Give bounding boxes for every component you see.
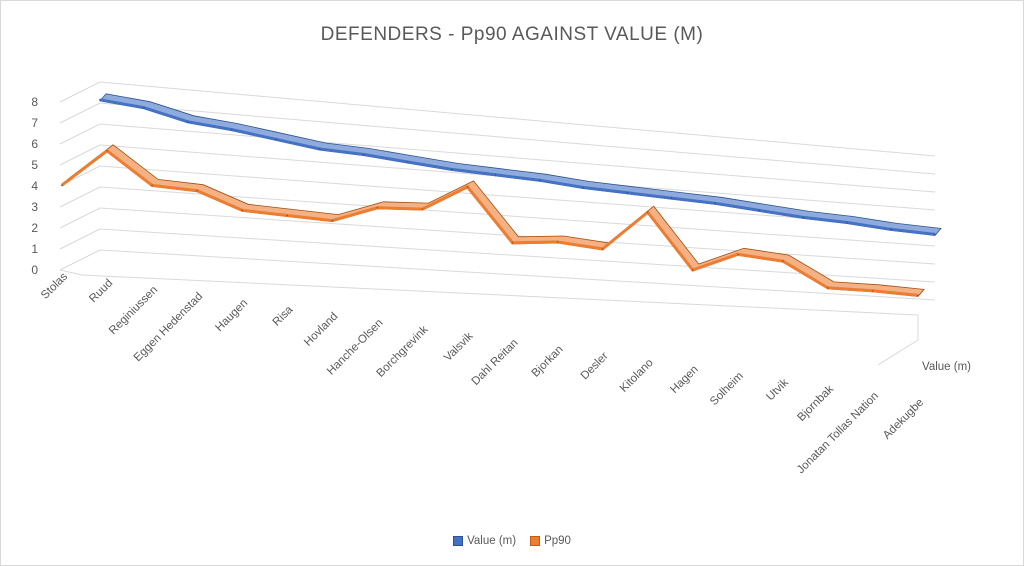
chart-legend: Value (m) Pp90 (0, 535, 1024, 547)
data-point (450, 168, 453, 171)
data-point (362, 153, 365, 156)
series-line (99, 98, 936, 236)
data-point (872, 290, 874, 292)
floor-edge (59, 269, 919, 316)
category-label: Valsvik (442, 330, 476, 364)
data-point (827, 287, 829, 289)
data-point (802, 216, 804, 219)
chart-title: DEFENDERS - Pp90 AGAINST VALUE (M) (320, 24, 704, 45)
series-ribbon (99, 93, 942, 236)
category-label: Haugen (213, 297, 250, 334)
depth-axis-line (877, 315, 919, 366)
data-point (275, 138, 277, 141)
y-tick-label: 2 (31, 221, 38, 235)
gridline (59, 186, 936, 247)
y-tick-label: 3 (31, 200, 38, 214)
y-tick-label: 5 (31, 158, 38, 172)
data-point (376, 207, 379, 209)
legend-item-value: Value (m) (453, 535, 516, 547)
data-point (691, 269, 694, 271)
data-point (538, 179, 541, 181)
data-point (758, 209, 760, 212)
gridline (59, 249, 936, 301)
category-label: Borchgrevink (375, 324, 431, 380)
data-point (670, 197, 673, 199)
y-tick-label: 7 (31, 116, 38, 130)
data-point (241, 209, 243, 212)
data-point (151, 184, 153, 187)
data-point (106, 150, 108, 152)
y-tick-label: 0 (31, 263, 38, 277)
data-point (406, 161, 409, 163)
y-tick-label: 4 (31, 179, 38, 193)
data-point (737, 253, 739, 256)
data-point (331, 219, 334, 222)
category-label: Reginiussen (107, 284, 160, 337)
series-line (61, 148, 919, 297)
legend-swatch-pp90 (530, 536, 541, 546)
data-point (231, 128, 233, 131)
data-point (934, 233, 936, 236)
gridline (59, 228, 936, 283)
category-label: Hovland (302, 310, 340, 348)
legend-label-value: Value (m) (467, 535, 517, 547)
data-point (646, 211, 649, 213)
data-point (511, 242, 514, 244)
y-tick-label: 6 (31, 137, 38, 151)
category-label: Dahl Reitan (470, 337, 521, 388)
category-label: Hagen (668, 363, 700, 395)
category-label: Ruud (87, 277, 115, 305)
data-point (782, 260, 784, 262)
data-point (318, 148, 321, 150)
category-label: Risa (271, 303, 296, 328)
gridline (59, 207, 936, 265)
category-label: Desler (579, 350, 611, 382)
data-point (556, 241, 559, 243)
y-tick-label: 8 (31, 95, 38, 109)
gridline (59, 102, 936, 175)
data-point (286, 214, 289, 217)
gridline (59, 123, 936, 193)
data-point (61, 184, 63, 186)
depth-axis-label: Value (m) (922, 361, 971, 373)
category-label: Utvik (764, 377, 791, 404)
data-point (846, 221, 848, 224)
data-point (99, 99, 101, 101)
category-label: Bjorkan (530, 344, 566, 380)
data-point (626, 192, 629, 194)
data-point (466, 186, 469, 188)
category-label: Stolas (39, 270, 70, 301)
gridline (59, 81, 936, 157)
data-point (714, 202, 717, 205)
category-label: Solheim (708, 370, 746, 408)
data-point (917, 294, 919, 297)
data-point (196, 189, 198, 192)
data-point (582, 186, 585, 189)
legend-item-pp90: Pp90 (530, 535, 571, 547)
gridline (59, 165, 936, 229)
data-point (187, 121, 189, 123)
category-label: Kitolano (618, 357, 656, 395)
data-point (601, 248, 604, 250)
gridline (59, 144, 936, 211)
data-point (421, 208, 424, 210)
data-point (890, 228, 892, 231)
data-point (143, 106, 145, 109)
category-label: Bjornbak (795, 383, 836, 424)
legend-swatch-value (453, 536, 464, 546)
category-label: Adekugbe (881, 397, 926, 442)
data-point (494, 174, 497, 176)
y-tick-label: 1 (31, 242, 38, 256)
legend-label-pp90: Pp90 (544, 535, 571, 547)
